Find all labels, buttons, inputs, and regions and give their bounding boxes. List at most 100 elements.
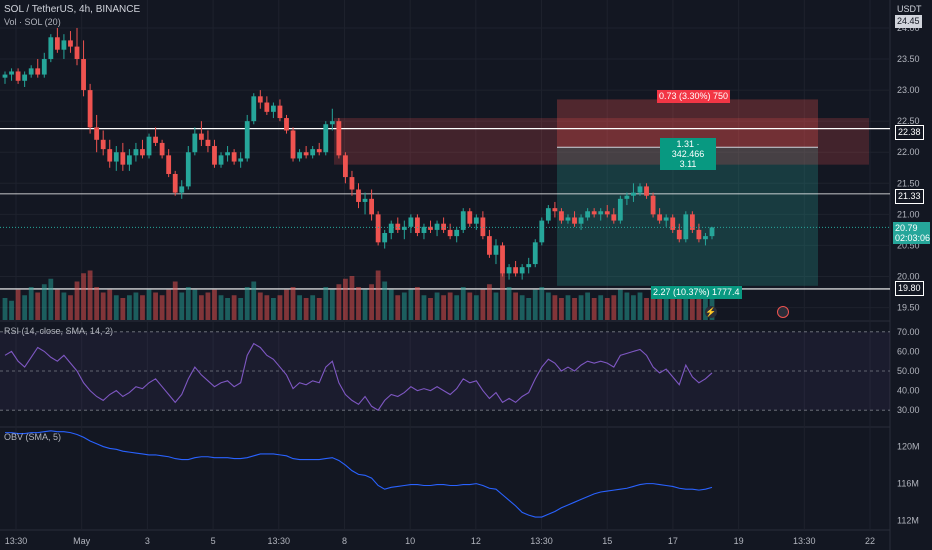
volume-bar [375, 270, 381, 320]
volume-bar [225, 298, 230, 320]
volume-bar [159, 295, 165, 320]
volume-bar [172, 281, 178, 320]
volume-bar [2, 298, 8, 320]
candle-body [303, 152, 309, 156]
volume-bar [578, 295, 584, 320]
volume-bar [526, 298, 532, 320]
candle-body [126, 155, 132, 165]
volume-bar [572, 298, 577, 320]
volume-bar [100, 292, 106, 320]
volume-bar [617, 289, 623, 320]
price-tick-label: 22.00 [897, 147, 920, 157]
volume-bar [81, 273, 86, 320]
candle-body [644, 186, 649, 196]
candle-body [428, 226, 433, 230]
volume-bar [454, 295, 460, 320]
candle-body [611, 214, 617, 221]
volume-bar [212, 289, 217, 320]
volume-bar [257, 292, 263, 320]
volume-bar [349, 276, 355, 320]
volume-bar [343, 278, 348, 320]
candle-body [68, 40, 73, 47]
symbol-title: SOL / TetherUS, 4h, BINANCE [4, 4, 141, 15]
volume-bar [644, 298, 649, 320]
volume-bar [598, 295, 604, 320]
candle-body [356, 189, 361, 202]
level-lower-badge: 19.80 [895, 281, 924, 296]
volume-bar [126, 295, 132, 320]
candle-body [493, 245, 499, 255]
rsi-legend: RSI (14, close, SMA, 14, 2) [4, 326, 114, 336]
volume-bar [61, 292, 67, 320]
obv-tick-label: 116M [897, 479, 919, 489]
volume-bar [369, 284, 374, 320]
target-label-line2: 3.11 [679, 159, 697, 169]
candle-body [683, 214, 689, 240]
candle-body [369, 198, 374, 215]
volume-bar [604, 298, 610, 320]
currency-label: USDT [897, 4, 922, 14]
candle-body [277, 105, 283, 119]
volume-bar [585, 292, 591, 320]
candle-body [198, 133, 204, 140]
rsi-tick-label: 70.00 [897, 327, 920, 337]
volume-legend: Vol · SOL (20) [4, 17, 61, 27]
candle-body [251, 96, 257, 122]
volume-bar [487, 284, 492, 320]
candle-body [343, 155, 348, 178]
volume-bar [113, 295, 119, 320]
volume-bar [48, 278, 54, 320]
obv-tick-label: 120M [897, 442, 920, 452]
countdown-timer: 02:03:06 [895, 233, 931, 243]
candle-body [565, 217, 571, 221]
time-tick-label: 5 [211, 536, 216, 546]
candle-body [709, 227, 715, 237]
volume-bar [22, 295, 28, 320]
volume-bar [428, 298, 433, 320]
volume-bar [441, 295, 447, 320]
volume-bar [539, 287, 545, 320]
volume-bar [382, 281, 388, 320]
time-tick-label: 19 [734, 536, 744, 546]
volume-bar [696, 295, 702, 320]
volume-bar [218, 295, 224, 320]
candle-body [192, 133, 198, 153]
volume-bar [146, 289, 152, 320]
rsi-tick-label: 50.00 [897, 366, 920, 376]
volume-bar [460, 287, 466, 320]
volume-bar [356, 287, 361, 320]
volume-bar [270, 298, 276, 320]
candle-body [604, 211, 610, 215]
candle-body [415, 217, 420, 234]
candle-body [133, 149, 139, 156]
candle-body [559, 211, 564, 221]
time-tick-label: 13:30 [5, 536, 28, 546]
volume-bar [650, 289, 656, 320]
flash-icon[interactable]: ⚡ [705, 306, 717, 318]
volume-bar [611, 295, 617, 320]
candle-body [172, 173, 178, 193]
volume-bar [166, 289, 172, 320]
volume-bar [513, 292, 519, 320]
top-price-label: 24.45 [895, 15, 922, 28]
volume-bar [198, 295, 204, 320]
candle-body [434, 223, 440, 230]
candle-body [506, 267, 512, 274]
candle-body [545, 208, 551, 221]
candle-body [153, 136, 158, 143]
candle-body [526, 264, 532, 268]
volume-bar [434, 292, 440, 320]
candle-body [650, 195, 656, 215]
flag-icon[interactable] [777, 306, 789, 318]
volume-bar [565, 295, 571, 320]
rsi-line [4, 342, 713, 411]
candle-body [421, 226, 427, 234]
candle-body [54, 37, 60, 50]
candle-body [539, 220, 545, 243]
candle-body [113, 152, 119, 162]
volume-bar [54, 289, 60, 320]
candle-body [15, 71, 21, 81]
volume-bar [663, 295, 669, 320]
time-tick-label: 22 [865, 536, 875, 546]
